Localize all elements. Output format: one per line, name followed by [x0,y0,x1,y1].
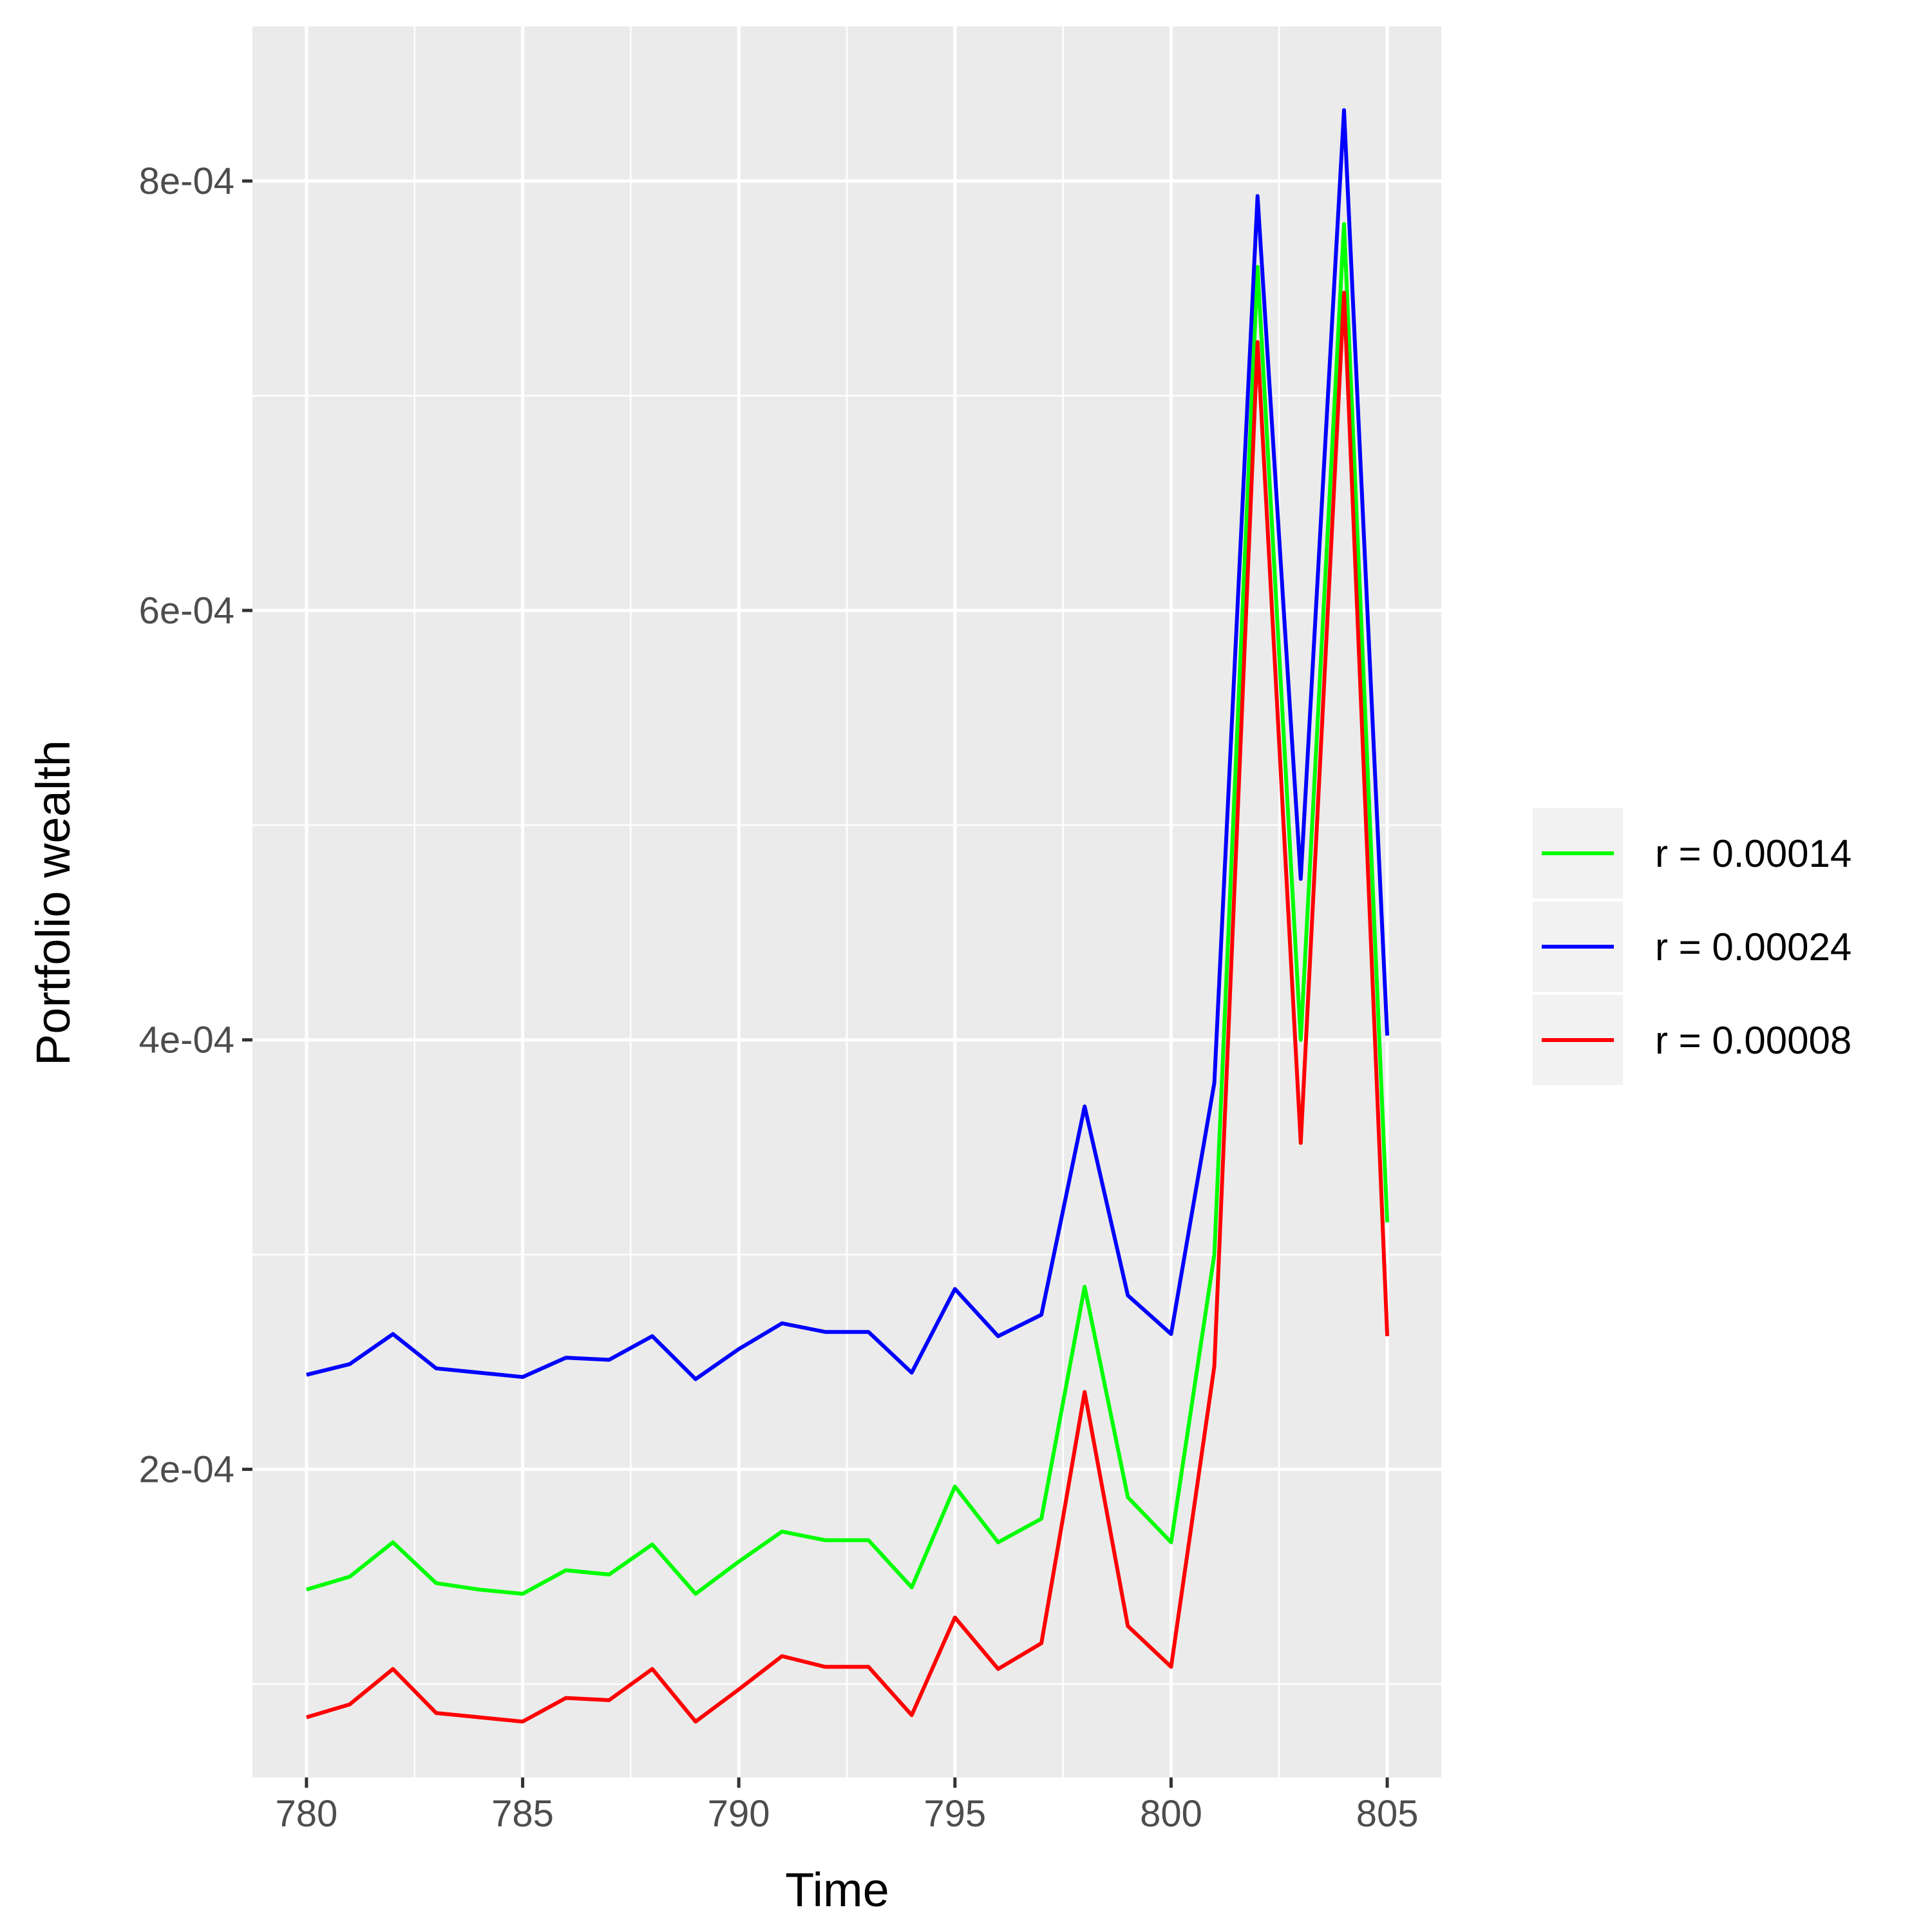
x-tick-label: 800 [1140,1793,1202,1835]
x-tick-label: 780 [276,1793,338,1835]
x-tick-label: 795 [923,1793,986,1835]
legend-label-1: r = 0.00014 [1655,832,1852,875]
x-axis: 780 785 790 795 800 805 [276,1777,1419,1835]
legend-label-3: r = 0.00008 [1655,1019,1852,1062]
legend: r = 0.00014 r = 0.00024 r = 0.00008 [1533,808,1852,1085]
y-tick-label: 2e-04 [139,1449,234,1491]
series-lines [306,108,1390,1724]
y-tick-label: 4e-04 [139,1019,234,1061]
x-axis-title: Time [785,1863,889,1917]
x-tick-label: 785 [491,1793,554,1835]
minor-gridlines [252,26,1441,1777]
y-axis: 2e-04 4e-04 6e-04 8e-04 [139,160,252,1491]
x-tick-label: 790 [708,1793,770,1835]
y-tick-label: 8e-04 [139,160,234,202]
major-gridlines [252,26,1441,1777]
y-tick-label: 6e-04 [139,590,234,632]
legend-label-2: r = 0.00024 [1655,925,1852,969]
series-line-3 [306,290,1390,1724]
x-tick-label: 805 [1356,1793,1419,1835]
y-axis-title: Portfolio wealth [26,740,80,1066]
series-line-1 [306,222,1390,1596]
series-line-2 [306,108,1390,1381]
